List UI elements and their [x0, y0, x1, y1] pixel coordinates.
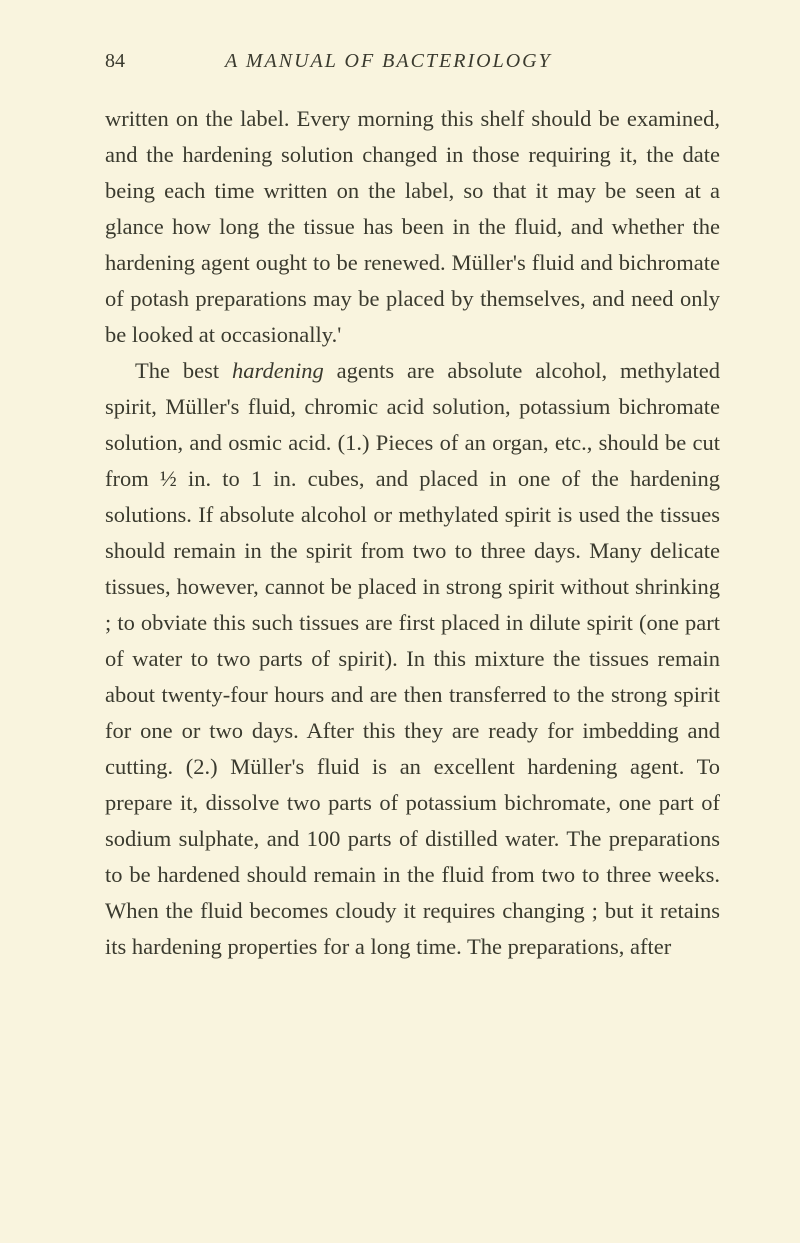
page-number: 84 — [105, 50, 125, 73]
p2-italic: hardening — [232, 358, 324, 383]
paragraph-1: written on the label. Every morning this… — [105, 101, 720, 353]
book-title: A MANUAL OF BACTERIOLOGY — [225, 50, 552, 73]
paragraph-2: The best hardening agents are absolute a… — [105, 353, 720, 965]
body-text: written on the label. Every morning this… — [105, 101, 720, 965]
page-header: 84 A MANUAL OF BACTERIOLOGY — [105, 50, 720, 73]
p2-prefix: The best — [135, 358, 232, 383]
p2-suffix: agents are absolute alcohol, methylated … — [105, 358, 720, 959]
